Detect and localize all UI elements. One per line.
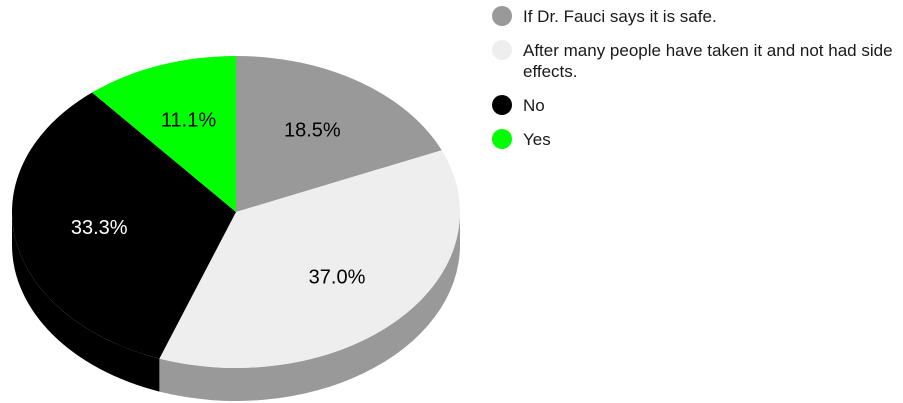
pie-sides <box>12 212 460 401</box>
legend-label-0: If Dr. Fauci says it is safe. <box>523 7 717 26</box>
pie-value-label-0: 18.5% <box>284 119 341 141</box>
legend-swatch-0 <box>492 6 512 26</box>
pie-slice-0 <box>236 56 442 212</box>
legend-swatch-3 <box>492 129 512 149</box>
pie-value-label-2: 33.3% <box>71 217 128 239</box>
legend-label-3: Yes <box>523 130 551 149</box>
legend-item-2: No <box>492 95 902 116</box>
legend-label-1: After many people have taken it and not … <box>523 41 893 81</box>
pie-value-label-1: 37.0% <box>309 267 366 289</box>
pie-slice-1 <box>159 150 460 368</box>
pie-slice-2 <box>12 92 236 359</box>
pie-slice-3 <box>92 56 237 212</box>
pie-chart: 18.5% 37.0% 33.3% 11.1% <box>12 56 460 401</box>
legend-item-3: Yes <box>492 129 902 150</box>
pie-side-2 <box>12 212 160 392</box>
legend-label-2: No <box>523 96 545 115</box>
legend-swatch-2 <box>492 95 512 115</box>
legend: If Dr. Fauci says it is safe. After many … <box>492 6 902 163</box>
pie-value-label-3: 11.1% <box>161 109 216 131</box>
legend-item-0: If Dr. Fauci says it is safe. <box>492 6 902 27</box>
pie-side-1 <box>159 212 460 401</box>
pie-value-labels: 18.5% 37.0% 33.3% 11.1% <box>71 109 366 288</box>
pie-slices <box>12 56 460 368</box>
legend-item-1: After many people have taken it and not … <box>492 40 902 82</box>
legend-swatch-1 <box>492 40 512 60</box>
